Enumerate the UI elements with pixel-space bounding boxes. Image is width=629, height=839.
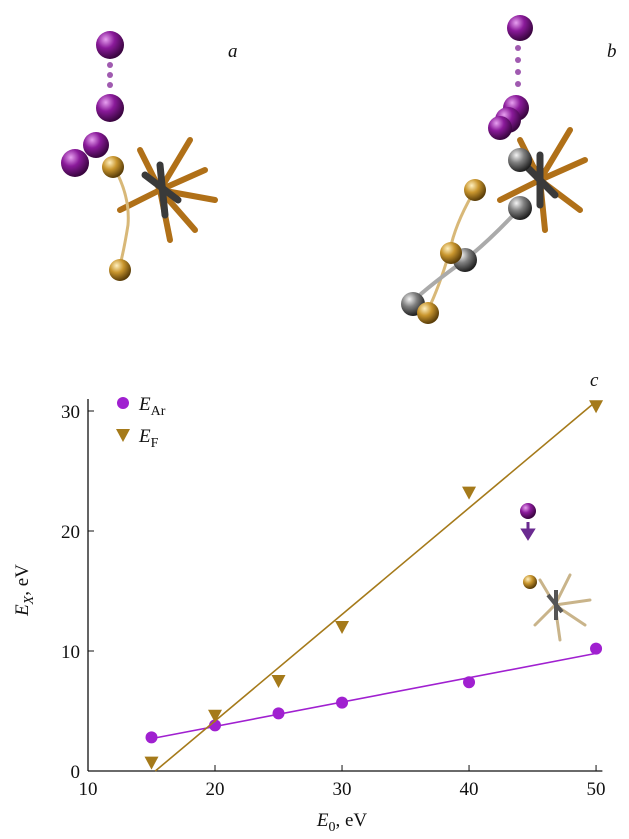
legend-symbol: E bbox=[138, 426, 151, 447]
y-axis-label-unit: , eV bbox=[12, 564, 33, 596]
data-point bbox=[272, 675, 286, 688]
y-tick-label: 30 bbox=[61, 402, 80, 423]
x-axis-label-symbol: E bbox=[316, 810, 329, 831]
data-point bbox=[273, 707, 285, 719]
y-axis-label-symbol: E bbox=[12, 604, 33, 617]
legend-marker bbox=[116, 429, 130, 442]
x-tick-label: 10 bbox=[79, 779, 98, 800]
legend-marker bbox=[117, 397, 129, 409]
x-axis-label-unit: , eV bbox=[335, 810, 367, 831]
x-tick-label: 40 bbox=[460, 779, 479, 800]
data-point bbox=[462, 487, 476, 500]
data-point bbox=[589, 400, 603, 413]
data-point bbox=[335, 621, 349, 634]
figure: a b c EX, eV E0, eV 10203040500102030EAr… bbox=[0, 0, 629, 834]
data-point bbox=[336, 697, 348, 709]
legend-label: EF bbox=[138, 426, 159, 451]
x-tick-label: 30 bbox=[333, 779, 352, 800]
legend-symbol: E bbox=[138, 394, 151, 415]
legend-subscript: Ar bbox=[151, 404, 166, 419]
data-point bbox=[590, 643, 602, 655]
x-axis-label: E0, eV bbox=[316, 810, 368, 834]
legend-subscript: F bbox=[151, 436, 159, 451]
y-axis-label-subscript: X bbox=[22, 595, 37, 605]
y-tick-label: 20 bbox=[61, 522, 80, 543]
y-axis-label: EX, eV bbox=[12, 564, 37, 617]
x-axis-label-subscript: 0 bbox=[328, 820, 335, 834]
panel-label: b bbox=[607, 41, 617, 62]
y-tick-label: 10 bbox=[61, 642, 80, 663]
panel-label: c bbox=[590, 370, 599, 391]
panel-label: a bbox=[228, 41, 238, 62]
legend-label: EAr bbox=[138, 394, 166, 419]
y-tick-label: 0 bbox=[71, 762, 81, 783]
x-tick-label: 50 bbox=[587, 779, 606, 800]
molecule-illustrations bbox=[61, 15, 590, 640]
data-point bbox=[145, 757, 159, 770]
data-point bbox=[146, 731, 158, 743]
x-tick-label: 20 bbox=[206, 779, 225, 800]
data-point bbox=[463, 676, 475, 688]
